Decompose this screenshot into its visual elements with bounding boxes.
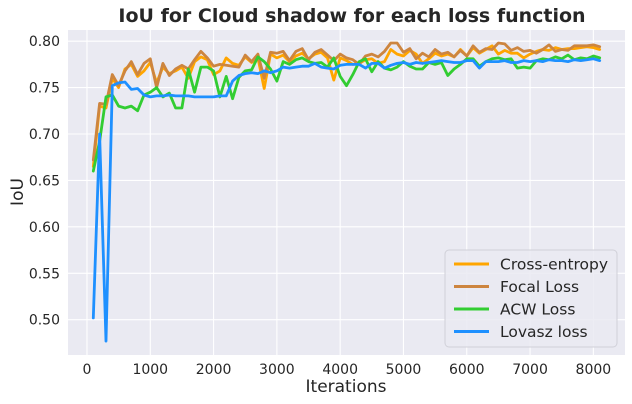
x-tick-label: 4000 [322,362,358,378]
x-tick-label: 2000 [196,362,232,378]
legend-label: ACW Loss [500,301,575,319]
x-tick-label: 6000 [449,362,485,378]
legend: Cross-entropy Focal Loss ACW Loss Lovasz lo… [444,249,618,348]
x-tick-label: 3000 [259,362,295,378]
x-axis-label: Iterations [306,377,387,397]
x-tick-label: 0 [83,362,92,378]
y-tick-label: 0.65 [29,173,60,189]
y-tick-label: 0.75 [29,81,60,97]
y-tick-label: 0.70 [29,127,60,143]
legend-label: Lovasz loss [500,323,588,341]
legend-label: Focal Loss [500,278,579,296]
y-axis-label: IoU [8,178,28,206]
y-tick-label: 0.55 [29,266,60,282]
series-line-focal-loss [91,41,602,162]
x-tick-label: 7000 [512,362,548,378]
x-tick-label: 1000 [132,362,168,378]
x-tick-label: 5000 [386,362,422,378]
y-axis-ticks: 0.50 0.55 0.60 0.65 0.70 0.75 0.80 [29,34,60,329]
chart-title: IoU for Cloud shadow for each loss funct… [118,5,585,27]
legend-label: Cross-entropy [500,256,608,274]
y-tick-label: 0.60 [29,220,60,236]
y-tick-label: 0.80 [29,34,60,50]
x-axis-ticks: 0 1000 2000 3000 4000 5000 6000 7000 8000 [83,362,612,378]
series-line-cross-entropy [91,44,602,168]
series-line-lovasz-loss [91,57,602,343]
series-line-acw-loss [91,53,602,173]
legend-box [444,249,618,348]
series-layer [91,41,602,343]
x-tick-label: 8000 [576,362,612,378]
y-tick-label: 0.50 [29,313,60,329]
